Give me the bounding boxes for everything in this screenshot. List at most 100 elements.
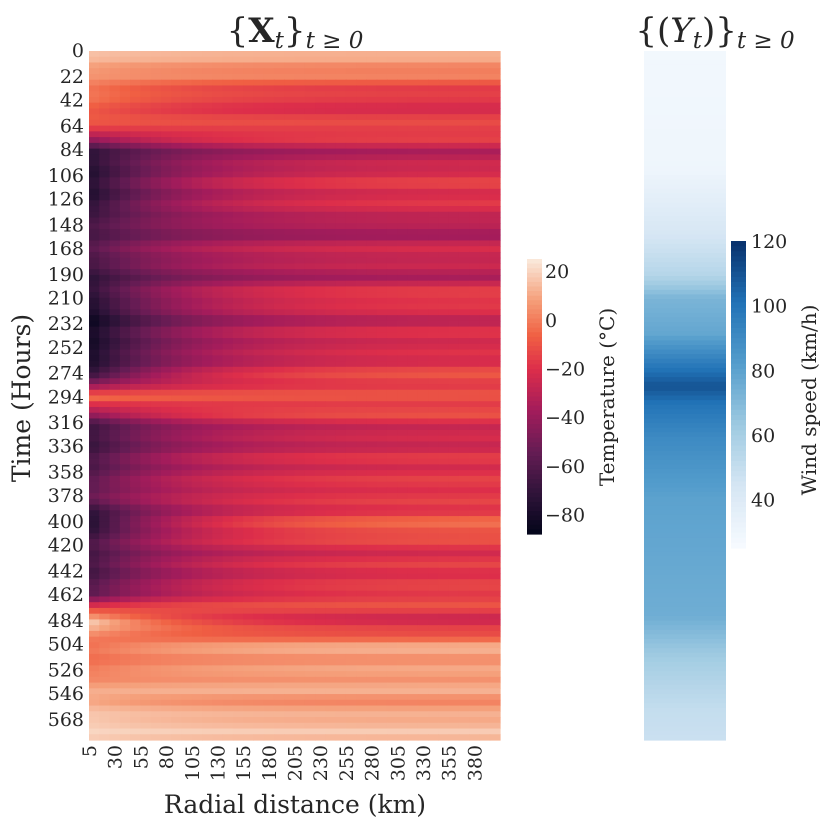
heatmap-cell [489, 659, 501, 666]
heatmap-cell [458, 424, 470, 431]
heatmap-cell [407, 119, 419, 127]
heatmap-cell [397, 602, 409, 609]
heatmap-cell [109, 516, 121, 523]
heatmap-cell [315, 470, 326, 477]
heatmap-cell [448, 183, 460, 190]
heatmap-cell [386, 659, 398, 666]
heatmap-cell [99, 211, 111, 219]
heatmap-cell [109, 510, 121, 517]
heatmap-cell [181, 217, 193, 224]
heatmap-cell [417, 498, 429, 506]
heatmap-cell [181, 516, 193, 523]
heatmap-cell [109, 717, 121, 724]
heatmap-cell [99, 717, 111, 724]
heatmap-cell [191, 625, 203, 632]
heatmap-cell [202, 384, 213, 391]
heatmap-cell [335, 694, 347, 701]
heatmap-cell [325, 234, 337, 242]
heatmap-cell [150, 699, 162, 707]
heatmap-cell [284, 625, 296, 632]
heatmap-cell [345, 464, 357, 471]
heatmap-cell [99, 395, 111, 402]
heatmap-cell [479, 573, 491, 580]
heatmap-cell [438, 447, 450, 454]
heatmap-cell [376, 315, 388, 322]
heatmap-cell [376, 728, 388, 735]
heatmap-cell [160, 395, 172, 402]
heatmap-cell [376, 665, 388, 672]
heatmap-cell [469, 504, 481, 511]
temperature-colorbar-segment [527, 327, 542, 333]
heatmap-cell [294, 154, 306, 161]
heatmap-cell [109, 246, 121, 253]
heatmap-cell [222, 177, 234, 184]
temperature-colorbar-segment [527, 524, 542, 531]
heatmap-cell [160, 183, 172, 190]
heatmap-cell [232, 521, 244, 529]
heatmap-cell [386, 200, 398, 207]
heatmap-cell [428, 728, 439, 735]
heatmap-cell [191, 51, 203, 58]
heatmap-cell [191, 251, 203, 259]
wind-strip-cell [644, 372, 726, 378]
wind-strip-cell [644, 358, 726, 364]
heatmap-cell [458, 251, 470, 259]
heatmap-cell [356, 68, 368, 75]
heatmap-cell [397, 435, 409, 443]
heatmap-cell [407, 487, 419, 494]
heatmap-cell [243, 315, 255, 322]
heatmap-cell [407, 573, 419, 580]
heatmap-cell [345, 498, 357, 506]
heatmap-cell [376, 160, 388, 167]
heatmap-cell [253, 481, 265, 488]
heatmap-cell [99, 223, 111, 230]
heatmap-cell [397, 85, 409, 92]
heatmap-cell [407, 183, 419, 190]
heatmap-cell [89, 625, 100, 632]
heatmap-cell [253, 332, 265, 339]
heatmap-cell [345, 378, 357, 385]
heatmap-cell [284, 441, 296, 448]
heatmap-cell [448, 562, 460, 569]
heatmap-cell [202, 487, 213, 494]
heatmap-cell [130, 160, 141, 167]
heatmap-cell [448, 579, 460, 586]
heatmap-cell [150, 424, 162, 431]
heatmap-cell [202, 206, 213, 213]
heatmap-cell [191, 349, 203, 356]
heatmap-cell [253, 355, 265, 362]
heatmap-cell [243, 326, 255, 333]
heatmap-cell [366, 504, 378, 511]
heatmap-cell [356, 137, 368, 144]
heatmap-cell [397, 562, 409, 569]
heatmap-cell [366, 91, 378, 98]
heatmap-cell [191, 297, 203, 305]
heatmap-cell [273, 493, 285, 500]
heatmap-cell [479, 412, 491, 420]
heatmap-cell [356, 349, 368, 356]
heatmap-cell [202, 447, 213, 454]
heatmap-cell [325, 194, 337, 201]
wind-strip-cell [644, 197, 726, 204]
heatmap-cell [294, 194, 306, 201]
heatmap-cell [140, 171, 152, 178]
heatmap-cell [438, 355, 450, 362]
heatmap-cell [284, 91, 296, 98]
heatmap-cell [119, 361, 131, 368]
heatmap-cell [304, 567, 316, 575]
wind-strip-cell [644, 179, 726, 185]
heatmap-cell [376, 361, 388, 368]
heatmap-cell [458, 68, 470, 75]
heatmap-cell [448, 361, 460, 368]
heatmap-cell [345, 280, 357, 288]
heatmap-cell [397, 274, 409, 282]
heatmap-cell [356, 223, 368, 230]
heatmap-cell [181, 366, 193, 374]
heatmap-cell [366, 573, 378, 580]
heatmap-cell [397, 154, 409, 161]
heatmap-cell [489, 338, 501, 345]
heatmap-cell [253, 217, 265, 224]
heatmap-cell [335, 68, 347, 75]
heatmap-cell [150, 228, 162, 236]
heatmap-cell [253, 91, 265, 98]
